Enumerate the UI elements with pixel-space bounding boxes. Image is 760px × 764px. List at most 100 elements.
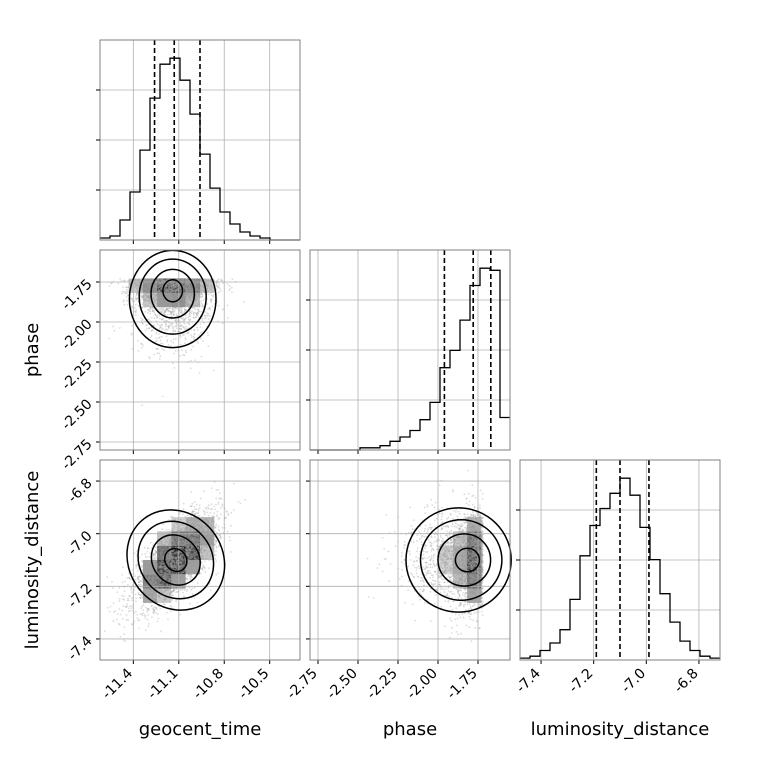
sample-point — [188, 313, 191, 316]
sample-point — [126, 583, 129, 586]
sample-point — [126, 603, 129, 606]
sample-point — [154, 285, 157, 288]
sample-point — [162, 303, 164, 306]
sample-point — [183, 285, 186, 288]
sample-point — [176, 288, 179, 291]
sample-point — [202, 288, 205, 291]
sample-point — [228, 536, 231, 538]
sample-point — [193, 505, 196, 508]
sample-point — [208, 504, 210, 506]
sample-point — [131, 324, 134, 327]
sample-point — [206, 511, 209, 514]
sample-point — [175, 284, 178, 286]
sample-point — [196, 289, 199, 291]
sample-point — [182, 299, 185, 301]
sample-point — [188, 315, 191, 318]
sample-point — [167, 288, 170, 291]
sample-point — [226, 317, 229, 319]
sample-point — [210, 503, 213, 506]
sample-point — [173, 283, 176, 286]
sample-point — [129, 609, 132, 612]
sample-point — [203, 513, 206, 516]
sample-point — [125, 292, 128, 295]
sample-point — [199, 289, 202, 291]
sample-point — [129, 605, 131, 607]
sample-point — [188, 282, 191, 285]
sample-point — [134, 298, 137, 301]
sample-point — [158, 291, 161, 294]
sample-point — [172, 362, 174, 364]
sample-point — [190, 293, 193, 295]
sample-point — [118, 587, 121, 589]
sample-point — [112, 325, 114, 328]
sample-point — [174, 286, 177, 289]
sample-point — [150, 605, 153, 607]
sample-point — [180, 298, 182, 301]
sample-point — [166, 296, 169, 298]
sample-point — [215, 525, 217, 527]
sample-point — [147, 295, 149, 298]
sample-point — [186, 332, 188, 335]
sample-point — [158, 286, 161, 288]
sample-point — [125, 296, 128, 298]
sample-point — [164, 286, 167, 289]
sample-point — [203, 490, 206, 492]
sample-point — [180, 308, 182, 311]
sample-point — [182, 294, 185, 296]
sample-point — [141, 404, 144, 406]
sample-point — [171, 311, 174, 313]
sample-point — [126, 577, 129, 579]
sample-point — [220, 498, 223, 500]
sample-point — [175, 297, 178, 300]
sample-point — [217, 501, 220, 504]
sample-point — [216, 514, 218, 516]
sample-point — [199, 323, 202, 325]
sample-point — [188, 291, 191, 293]
sample-point — [194, 298, 197, 300]
sample-point — [141, 605, 143, 608]
sample-point — [127, 607, 130, 610]
sample-point — [151, 616, 153, 619]
sample-point — [185, 296, 188, 299]
sample-point — [149, 312, 152, 315]
sample-point — [189, 284, 191, 287]
sample-point — [127, 597, 129, 600]
sample-point — [118, 600, 121, 603]
sample-point — [187, 288, 189, 290]
sample-point — [179, 280, 182, 282]
sample-point — [163, 312, 165, 314]
sample-point — [189, 287, 191, 290]
sample-point — [172, 286, 174, 289]
sample-point — [165, 289, 168, 292]
sample-point — [149, 284, 151, 287]
sample-point — [186, 279, 189, 282]
sample-point — [226, 510, 228, 513]
sample-point — [116, 618, 118, 621]
sample-point — [217, 304, 220, 307]
sample-point — [211, 507, 214, 510]
sample-point — [182, 278, 184, 280]
sample-point — [182, 312, 184, 315]
sample-point — [195, 288, 198, 291]
sample-point — [217, 528, 220, 531]
sample-point — [166, 289, 169, 292]
sample-point — [174, 350, 177, 352]
sample-point — [228, 289, 231, 292]
sample-point — [159, 283, 161, 285]
sample-point — [173, 284, 175, 287]
sample-point — [144, 606, 147, 609]
sample-point — [222, 282, 225, 285]
sample-point — [124, 605, 127, 608]
sample-point — [154, 295, 157, 298]
sample-point — [189, 295, 192, 297]
sample-point — [230, 551, 232, 553]
sample-point — [194, 282, 197, 285]
sample-point — [145, 598, 148, 601]
sample-point — [206, 303, 208, 305]
sample-point — [196, 282, 199, 284]
sample-point — [140, 607, 143, 609]
sample-point — [156, 352, 159, 355]
sample-point — [218, 286, 221, 288]
sample-point — [156, 280, 159, 282]
sample-point — [140, 289, 143, 292]
